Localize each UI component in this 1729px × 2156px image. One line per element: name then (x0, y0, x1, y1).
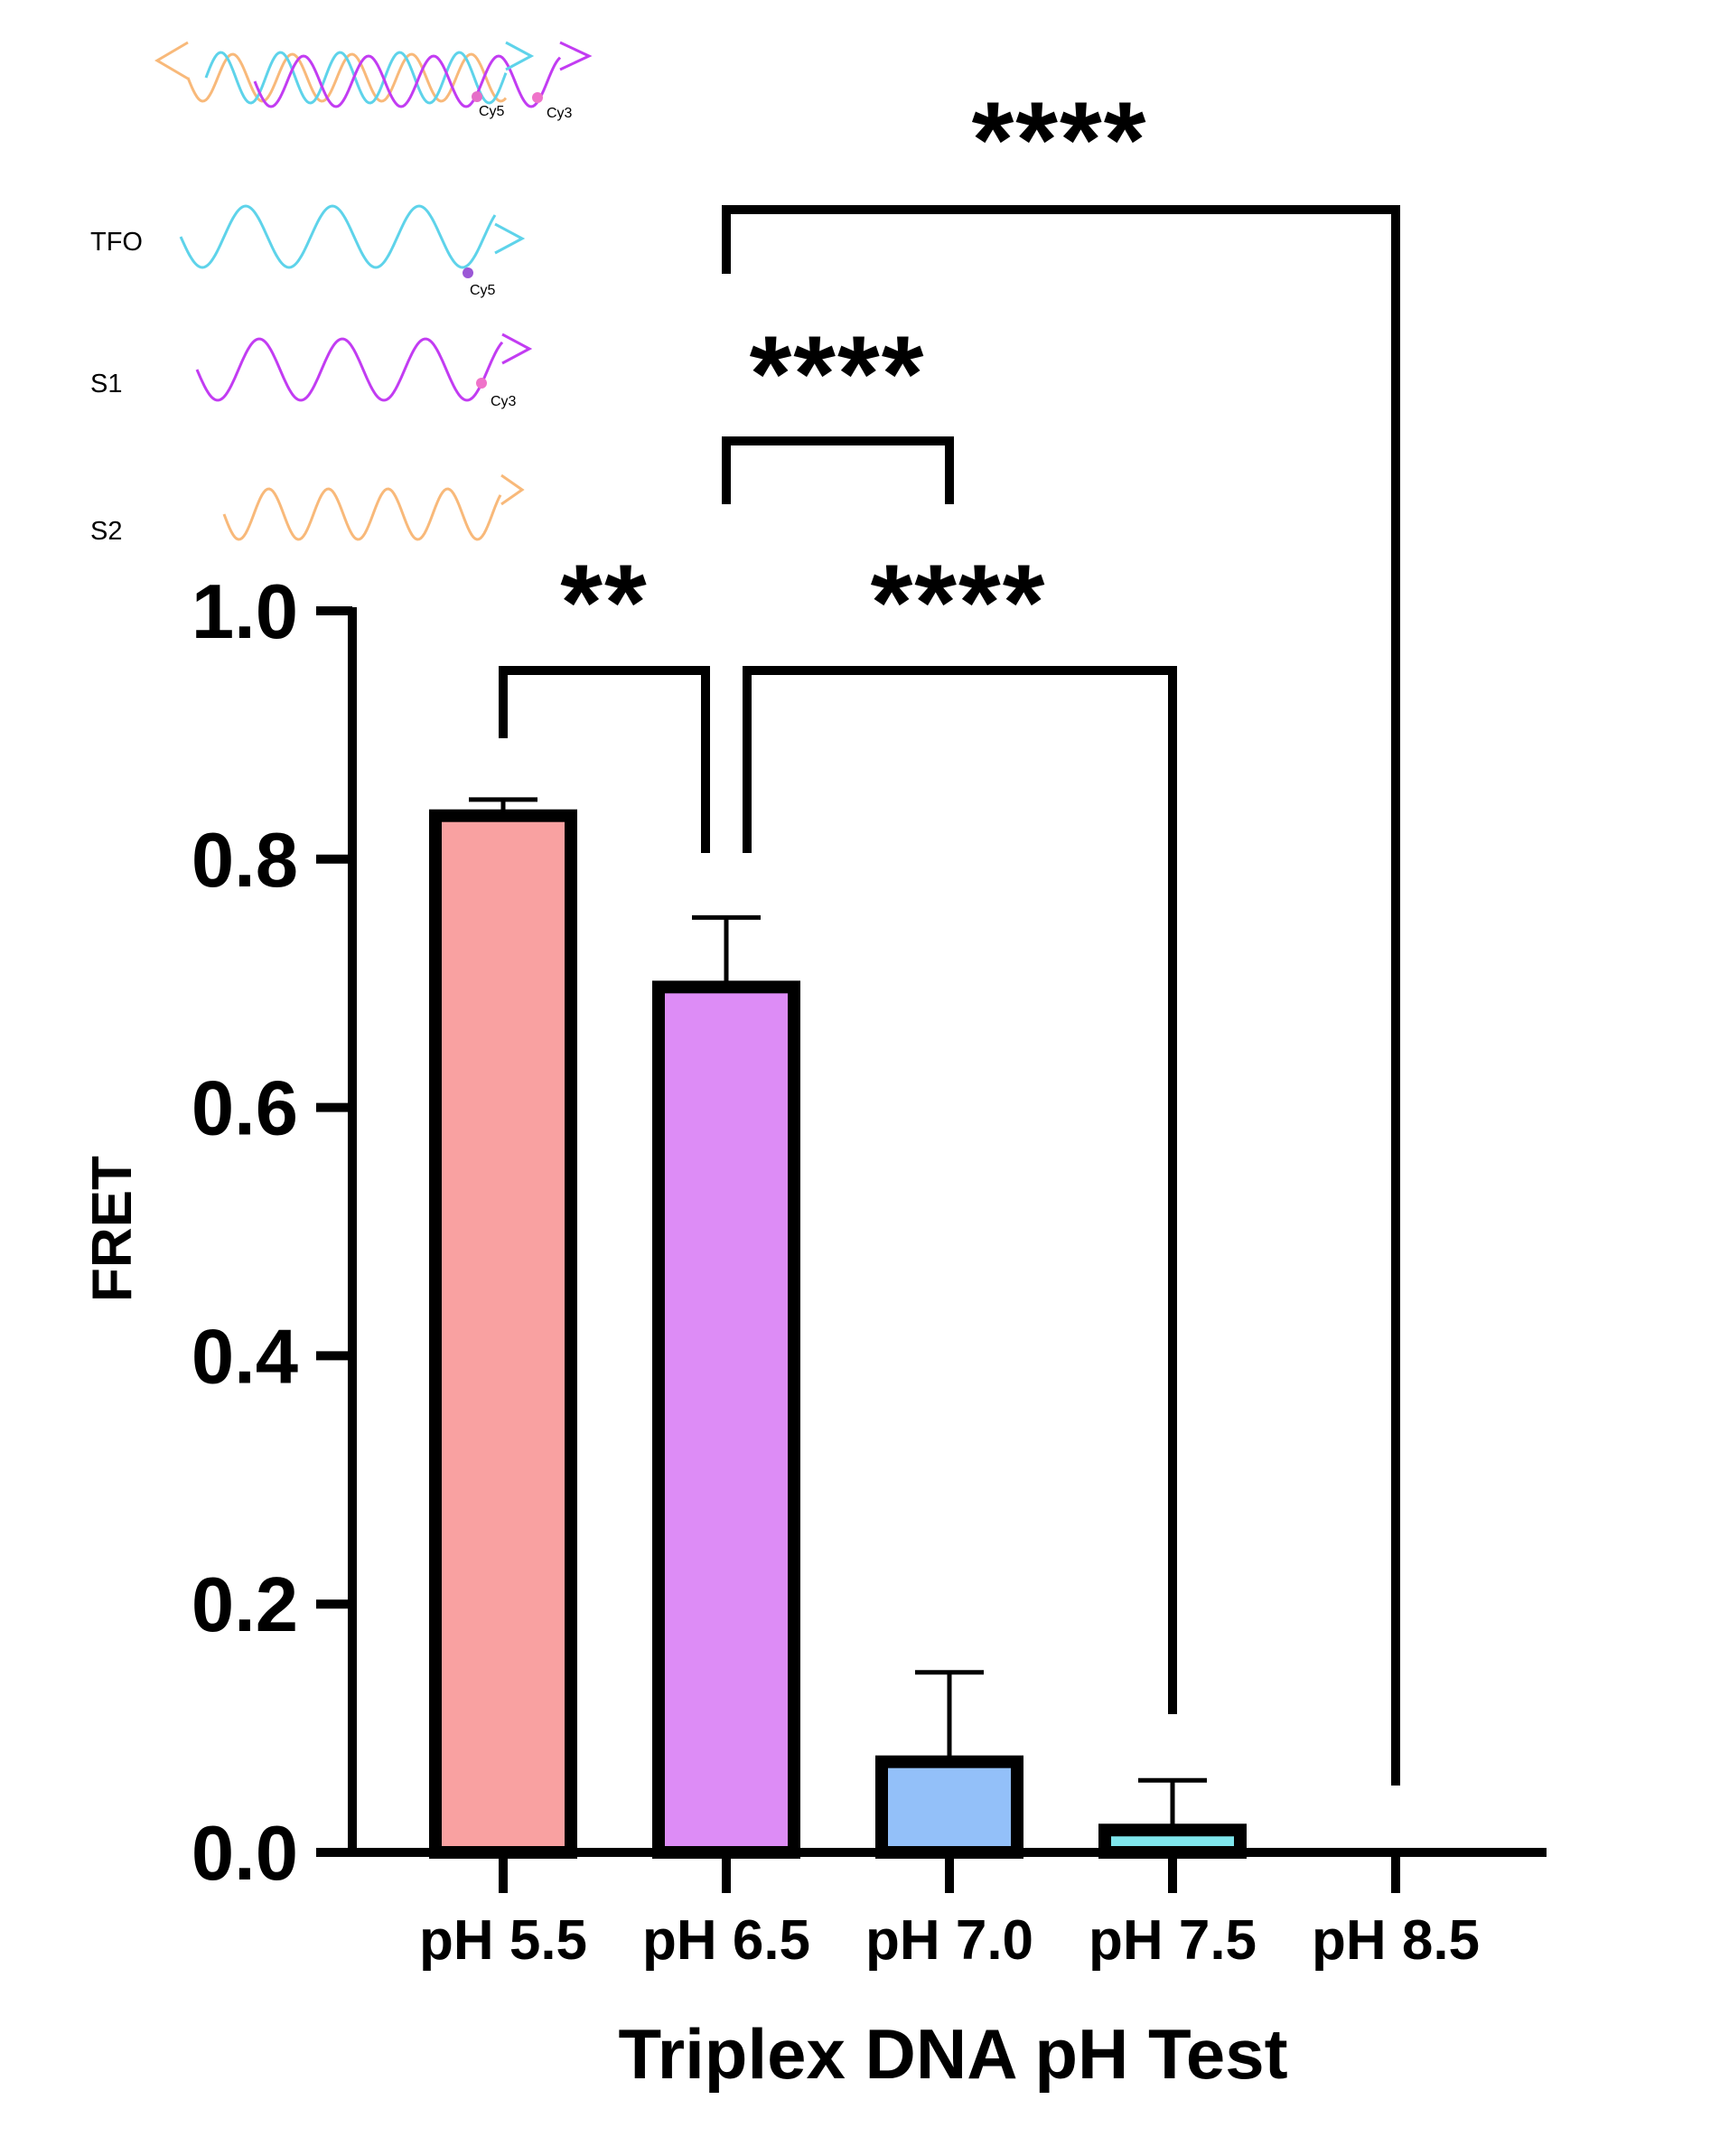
legend-dye-tfo: Cy5 (470, 283, 496, 298)
complex-right-arrowhead-cyan (505, 41, 535, 71)
cy3-dye-dot-complex (532, 92, 543, 103)
complex-left-arrowhead-orange (154, 41, 189, 80)
x-ticks: pH 5.5 pH 6.5 pH 7.0 pH 7.5 pH 8.5 (419, 1852, 1480, 1972)
s2-strand-wave (222, 487, 502, 541)
y-ticks: 0.0 0.2 0.4 0.6 0.8 1.0 (192, 569, 352, 1897)
y-tick-label: 0.8 (192, 818, 298, 904)
significance-label: ** (560, 542, 648, 663)
x-tick-label: pH 7.0 (865, 1909, 1033, 1972)
bracket-2-5 (722, 205, 1400, 1786)
x-tick-label: pH 8.5 (1312, 1909, 1480, 1972)
complex-cy5-label: Cy5 (479, 104, 505, 119)
x-tick-label: pH 6.5 (642, 1909, 810, 1972)
bar-ph-5-5 (429, 809, 577, 1860)
bracket-1-2 (499, 666, 710, 853)
y-tick-label: 0.6 (192, 1066, 298, 1152)
x-tick-label: pH 5.5 (419, 1909, 587, 1972)
x-axis-title: Triplex DNA pH Test (618, 2014, 1287, 2094)
legend-label-tfo: TFO (90, 228, 143, 257)
strand-legend: Cy5 Cy3 TFO Cy5 S1 Cy3 S2 (90, 41, 593, 546)
bracket-2-4 (743, 666, 1177, 1714)
significance-brackets: ** ************ (499, 80, 1400, 1786)
legend-dye-s1: Cy3 (491, 394, 517, 409)
error-bars (469, 797, 1207, 1831)
cy5-dye-dot-tfo (463, 267, 473, 278)
cy3-dye-dot-s1 (476, 378, 487, 389)
y-tick-label: 0.0 (192, 1811, 298, 1897)
s2-arrowhead (500, 473, 525, 506)
y-axis-title: FRET (81, 1156, 144, 1302)
tfo-strand-in-complex (204, 51, 508, 105)
y-tick-label: 0.4 (192, 1314, 298, 1400)
bar-series (429, 809, 1247, 1860)
bar-ph-7-0 (875, 1755, 1023, 1859)
tfo-arrowhead (494, 222, 526, 255)
complex-cy3-label: Cy3 (547, 106, 573, 121)
bracket-2-3 (722, 436, 954, 504)
legend-label-s1: S1 (90, 370, 122, 398)
tfo-strand-wave (179, 204, 497, 269)
significance-label: **** (750, 314, 926, 435)
significance-label: **** (871, 542, 1047, 663)
triplex-complex-illustration: Cy5 Cy3 (154, 41, 593, 121)
s1-strand-wave (195, 337, 504, 402)
s1-arrowhead (501, 333, 533, 365)
complex-right-arrowhead-purple (559, 41, 593, 71)
legend-entry-tfo: TFO Cy5 (90, 204, 526, 298)
legend-entry-s2: S2 (90, 473, 525, 546)
y-tick-label: 0.2 (192, 1562, 298, 1648)
legend-label-s2: S2 (90, 517, 122, 546)
bar-ph-6-5 (652, 980, 800, 1859)
significance-label: **** (972, 80, 1148, 201)
cy5-dye-dot-complex (472, 91, 482, 102)
y-tick-label: 1.0 (192, 569, 298, 655)
x-tick-label: pH 7.5 (1089, 1909, 1257, 1972)
legend-entry-s1: S1 Cy3 (90, 333, 533, 409)
